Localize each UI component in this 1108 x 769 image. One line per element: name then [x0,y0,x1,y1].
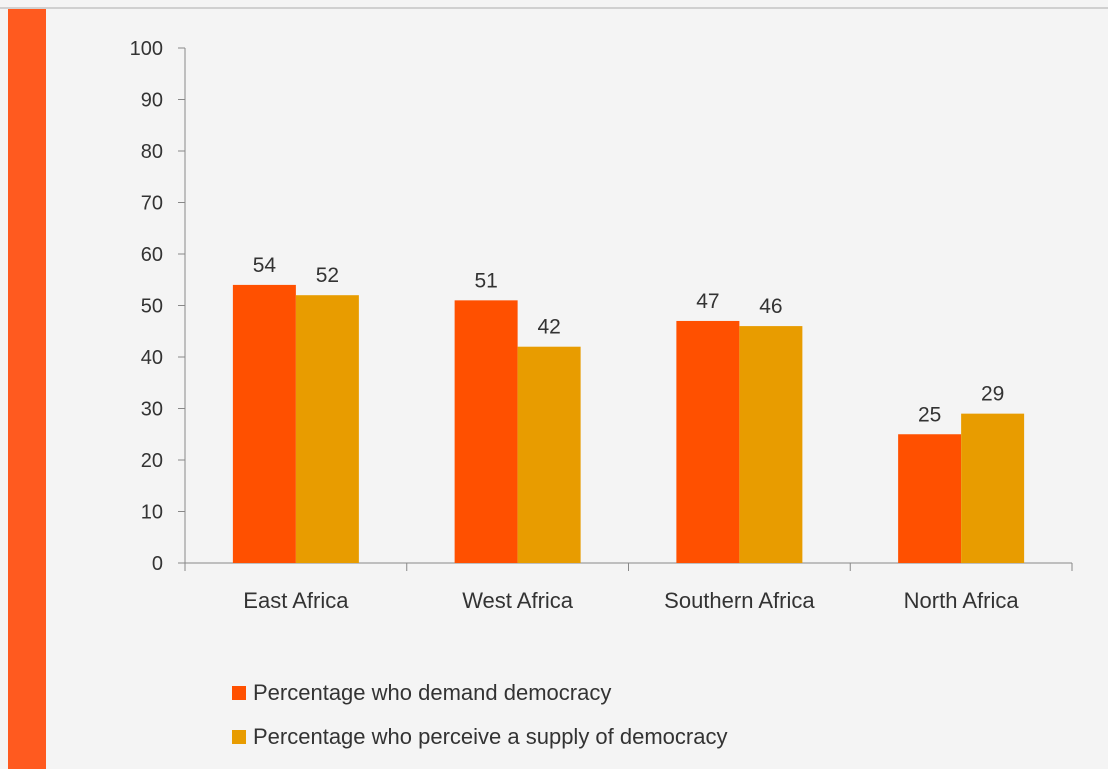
legend-swatch-supply [232,730,246,744]
legend-label-demand: Percentage who demand democracy [253,680,612,705]
data-label-demand: 47 [696,290,719,313]
legend-item-supply: Percentage who perceive a supply of demo… [232,720,727,754]
bar-supply [739,326,803,563]
y-tick-label: 90 [141,90,163,112]
bar-supply [517,346,581,563]
legend-swatch-demand [232,686,246,700]
legend-item-demand: Percentage who demand democracy [232,676,727,710]
y-tick-label: 80 [141,141,163,163]
data-label-supply: 46 [759,295,782,318]
bar-supply [961,413,1025,563]
bar-demand [898,434,962,563]
data-label-demand: 25 [918,403,941,426]
y-tick-label: 30 [141,399,163,421]
x-category-label: East Africa [243,588,349,613]
y-tick-label: 20 [141,450,163,472]
bar-demand [454,300,518,563]
data-label-demand: 54 [253,254,277,277]
bar-demand [676,320,740,563]
data-label-supply: 52 [316,264,339,287]
y-tick-label: 10 [141,502,163,524]
data-label-supply: 29 [981,383,1004,406]
x-category-label: West Africa [462,588,574,613]
y-tick-label: 60 [141,244,163,266]
y-tick-label: 50 [141,296,163,318]
accent-bar [8,9,46,769]
y-tick-label: 0 [152,553,163,575]
y-tick-label: 70 [141,193,163,215]
y-tick-label: 100 [130,38,163,60]
bar-demand [232,284,296,563]
y-tick-label: 40 [141,347,163,369]
top-divider [0,7,1108,9]
x-category-label: North Africa [904,588,1020,613]
x-category-label: Southern Africa [664,588,815,613]
legend-label-supply: Percentage who perceive a supply of demo… [253,724,728,749]
data-label-demand: 51 [474,269,497,292]
data-label-supply: 42 [537,316,560,339]
bar-supply [295,295,359,563]
chart-legend: Percentage who demand democracy Percenta… [232,676,727,764]
